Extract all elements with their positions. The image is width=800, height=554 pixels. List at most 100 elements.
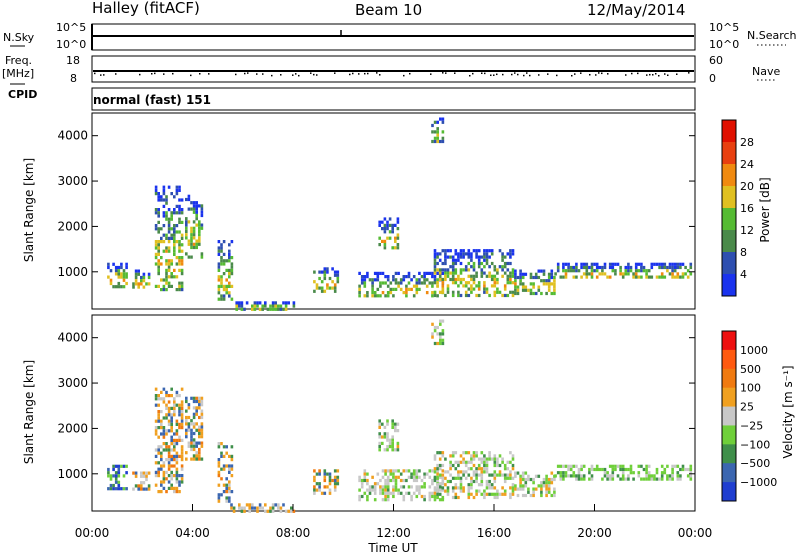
data-cell — [386, 438, 389, 442]
data-cell — [493, 277, 497, 282]
data-cell — [379, 271, 382, 275]
data-cell — [608, 477, 612, 481]
data-cell — [381, 441, 384, 445]
data-cell — [114, 285, 118, 289]
data-cell — [514, 288, 517, 292]
data-cell — [433, 258, 437, 262]
data-cell — [519, 487, 522, 491]
data-cell — [483, 492, 486, 496]
data-cell — [326, 485, 329, 489]
data-cell — [284, 307, 288, 311]
data-cell — [107, 262, 110, 266]
data-cell — [575, 477, 578, 481]
data-cell — [645, 275, 648, 279]
data-cell — [392, 488, 395, 492]
data-cell — [195, 409, 198, 413]
nave-dot — [511, 73, 513, 76]
nave-dot — [292, 74, 294, 76]
data-cell — [449, 467, 452, 471]
data-cell — [173, 275, 176, 279]
data-cell — [483, 460, 486, 464]
nave-dot — [574, 73, 576, 75]
data-cell — [660, 471, 664, 475]
data-cell — [542, 484, 546, 488]
data-cell — [514, 275, 517, 280]
data-cell — [601, 272, 604, 276]
data-cell — [564, 471, 568, 475]
data-cell — [363, 284, 367, 288]
data-cell — [358, 488, 361, 492]
data-cell — [157, 490, 160, 494]
data-cell — [412, 469, 416, 473]
data-cell — [493, 268, 497, 272]
data-cell — [650, 265, 654, 270]
data-cell — [412, 475, 416, 479]
nave-label: Nave — [752, 65, 781, 78]
data-cell — [582, 262, 586, 266]
data-cell — [547, 282, 551, 286]
beam-title: Beam 10 — [355, 1, 423, 19]
data-cell — [178, 268, 181, 272]
data-cell — [269, 307, 272, 311]
data-cell — [431, 332, 434, 336]
data-cell — [165, 470, 168, 474]
data-cell — [467, 451, 471, 455]
data-cell — [433, 494, 437, 499]
data-cell — [488, 265, 491, 269]
data-cell — [173, 403, 176, 407]
data-cell — [266, 509, 270, 513]
data-cell — [122, 272, 126, 276]
data-cell — [397, 488, 400, 492]
data-cell — [650, 262, 654, 266]
data-cell — [423, 498, 426, 502]
data-cell — [394, 475, 398, 479]
data-cell — [472, 268, 476, 272]
data-cell — [556, 265, 560, 270]
data-cell — [392, 287, 395, 291]
date-title: 12/May/2014 — [587, 1, 686, 19]
data-cell — [567, 474, 570, 478]
data-cell — [318, 469, 321, 473]
data-cell — [192, 447, 196, 452]
data-cell — [645, 272, 648, 276]
data-cell — [167, 224, 171, 228]
data-cell — [120, 265, 123, 270]
data-cell — [451, 476, 455, 480]
data-cell — [454, 467, 458, 471]
data-cell — [170, 394, 173, 398]
data-cell — [457, 476, 460, 480]
data-cell — [464, 284, 468, 288]
data-cell — [333, 488, 337, 492]
data-cell — [503, 255, 507, 259]
data-cell — [483, 258, 486, 262]
data-cell — [140, 474, 143, 478]
data-cell — [433, 249, 437, 253]
data-cell — [472, 457, 476, 461]
data-cell — [490, 284, 494, 288]
data-cell — [220, 467, 223, 471]
data-cell — [192, 441, 196, 445]
data-cell — [428, 469, 432, 473]
data-cell — [230, 284, 234, 288]
data-cell — [173, 243, 176, 247]
data-cell — [198, 451, 201, 455]
data-cell — [439, 139, 442, 144]
data-cell — [554, 272, 557, 276]
data-cell — [645, 467, 648, 472]
data-cell — [391, 246, 394, 250]
data-cell — [606, 477, 609, 481]
data-cell — [493, 265, 497, 269]
data-cell — [109, 487, 113, 491]
data-cell — [175, 458, 179, 462]
data-cell — [178, 394, 181, 398]
data-cell — [167, 413, 171, 417]
data-cell — [190, 245, 193, 250]
data-cell — [394, 485, 398, 489]
data-cell — [519, 272, 522, 276]
data-cell — [167, 246, 171, 250]
data-cell — [436, 451, 439, 455]
data-cell — [423, 494, 426, 499]
data-cell — [200, 422, 204, 426]
data-cell — [114, 464, 118, 468]
